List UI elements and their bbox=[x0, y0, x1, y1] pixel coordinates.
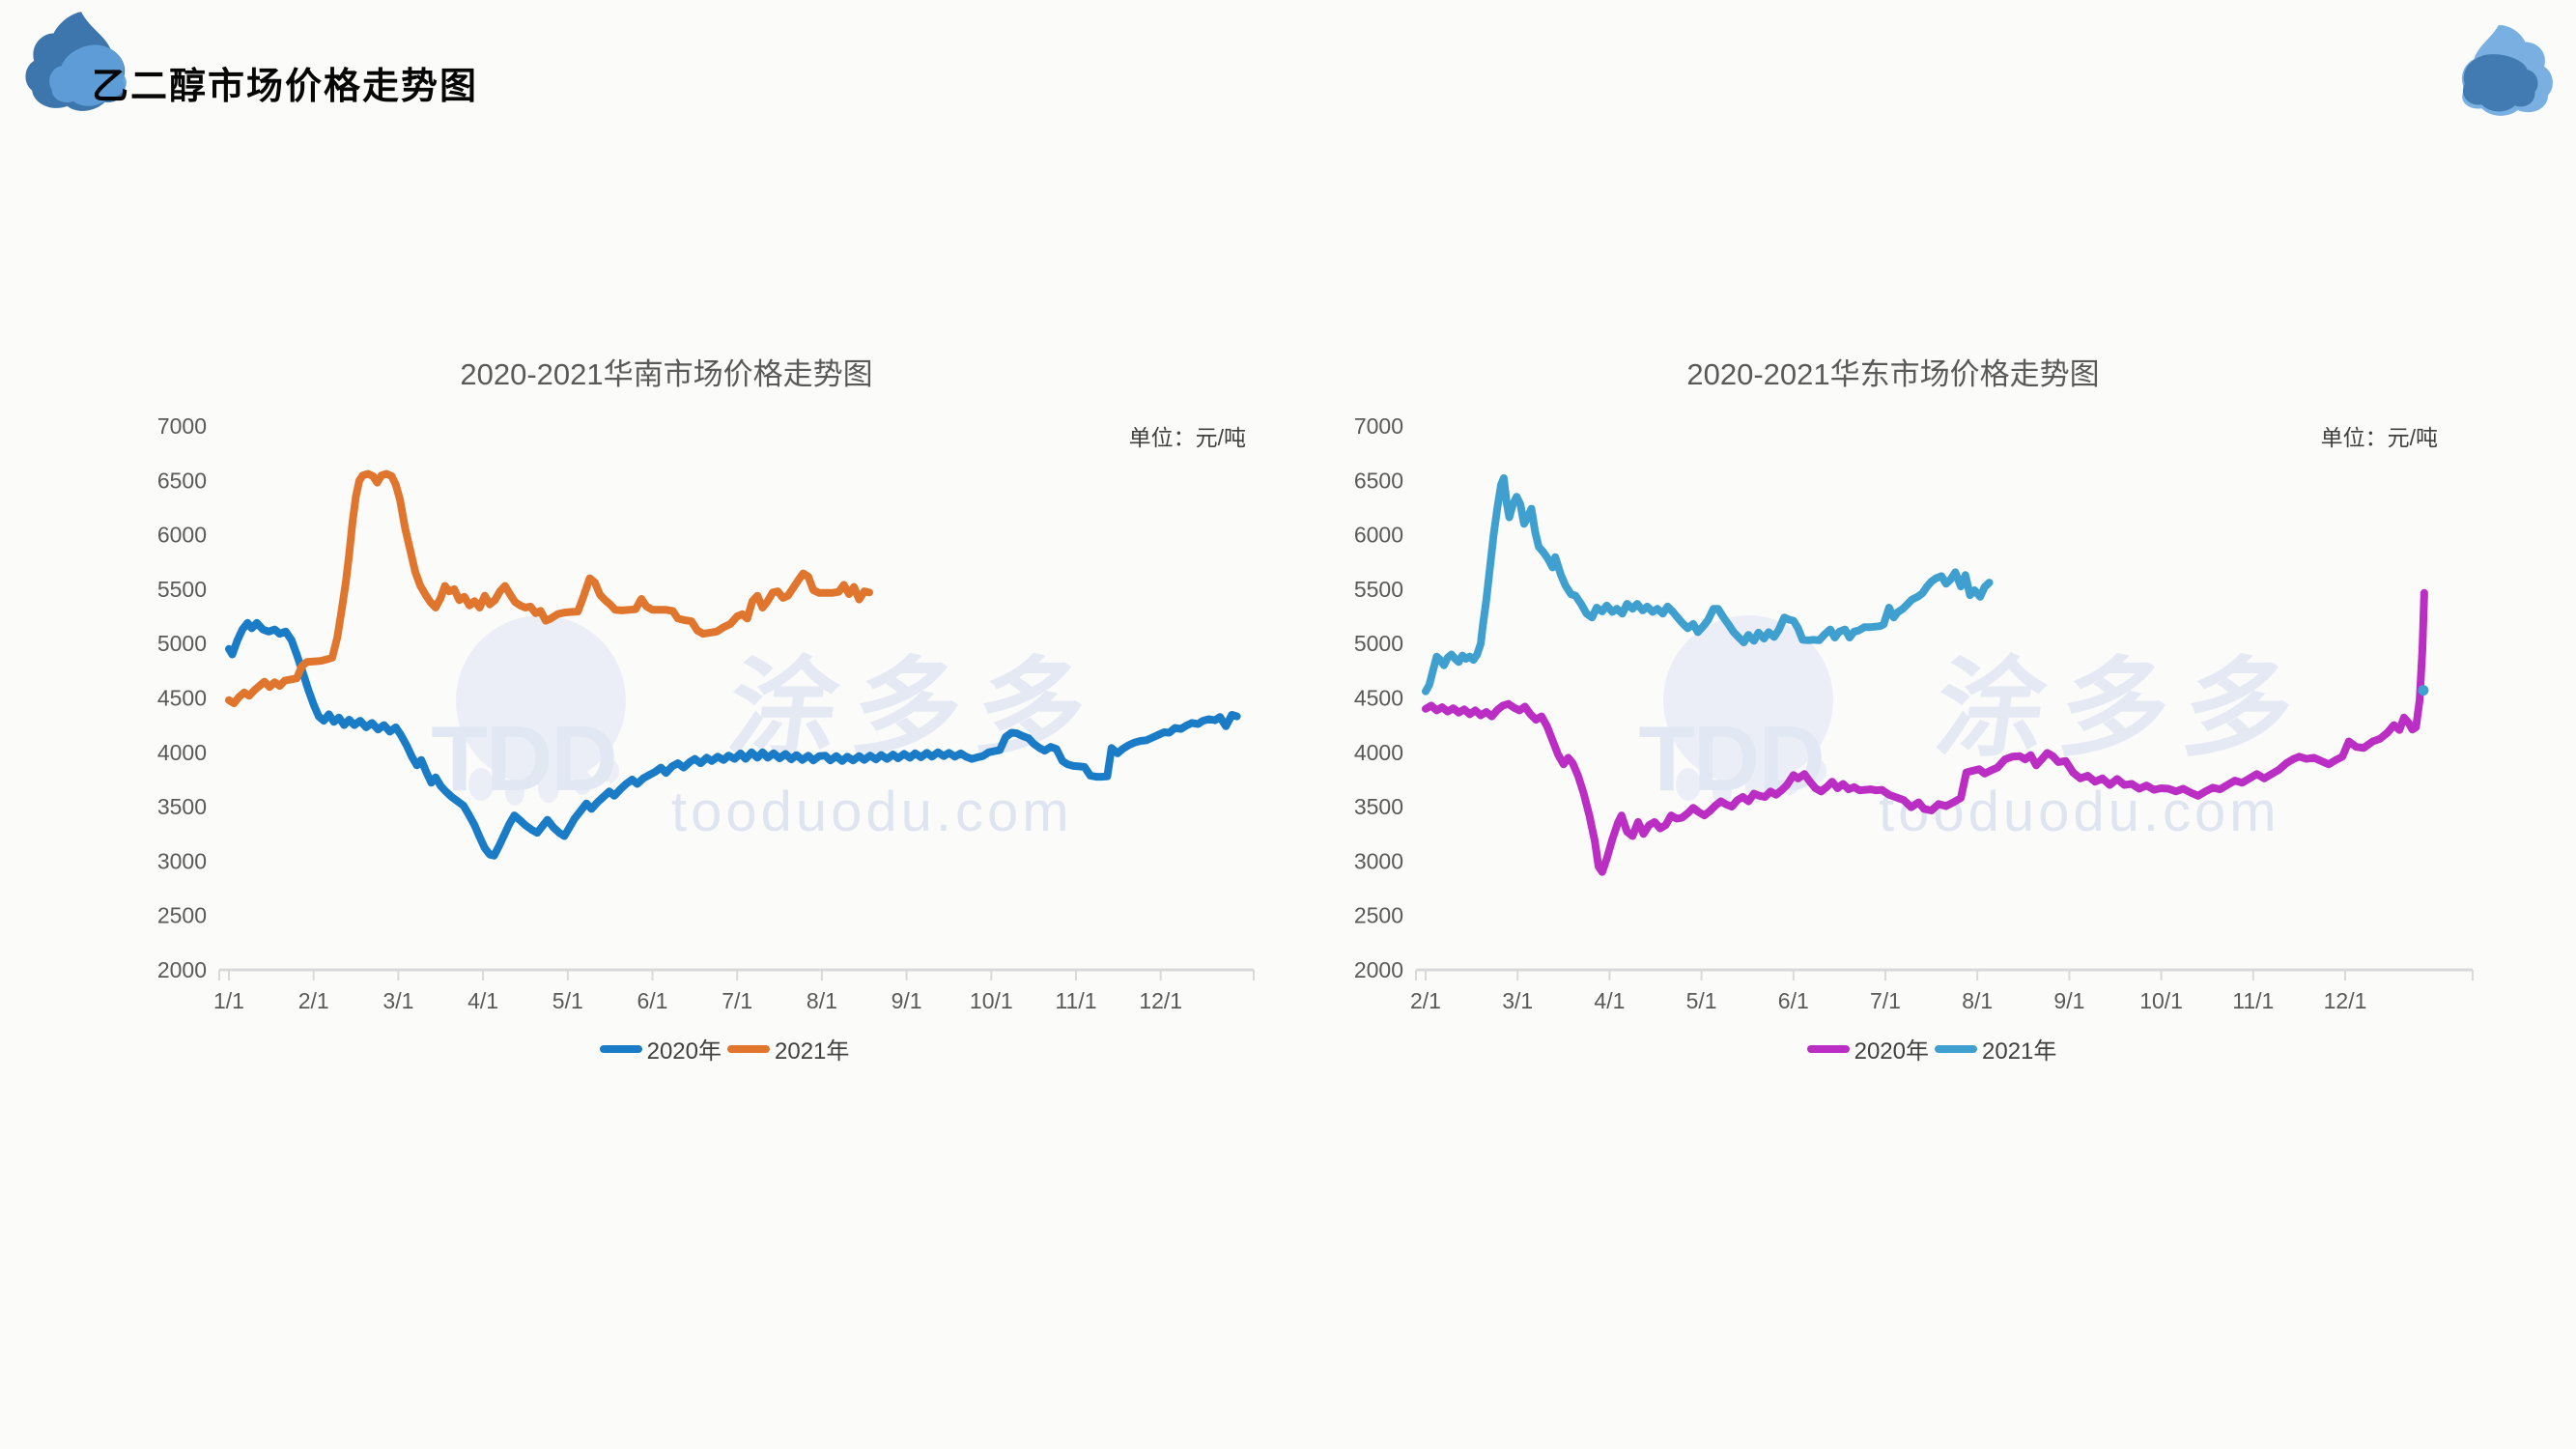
x-axis-tick-label: 11/1 bbox=[2232, 988, 2274, 1013]
y-axis-tick-label: 4500 bbox=[157, 686, 207, 711]
x-axis-tick-label: 1/1 bbox=[213, 988, 244, 1013]
x-axis-tick-label: 7/1 bbox=[1870, 988, 1901, 1013]
y-axis-tick-label: 4000 bbox=[157, 740, 207, 765]
y-axis-tick-label: 6000 bbox=[1354, 523, 1403, 548]
y-axis-tick-label: 5000 bbox=[1354, 631, 1403, 656]
y-axis-tick-label: 6500 bbox=[1354, 468, 1403, 493]
x-axis-tick-label: 5/1 bbox=[1686, 988, 1717, 1013]
legend-item-2020年: 2020年 bbox=[599, 1032, 722, 1065]
x-axis-tick-label: 2/1 bbox=[1410, 988, 1441, 1013]
watermark-domain-text: tooduodu.com bbox=[671, 781, 1073, 843]
y-axis-tick-label: 6000 bbox=[157, 523, 207, 548]
y-axis-tick-label: 3500 bbox=[1354, 794, 1403, 819]
series-line-2020年 bbox=[1422, 588, 2428, 876]
legend-item-2021年: 2021年 bbox=[1935, 1032, 2056, 1065]
series-line-2020年 bbox=[225, 618, 1241, 860]
y-axis-tick-label: 3000 bbox=[1354, 848, 1403, 873]
y-axis-tick-label: 7000 bbox=[157, 413, 207, 439]
east-china-chart: 2020-2021华东市场价格走势图 单位：元/吨 TDD 涂多多 tooduodu… bbox=[1333, 338, 2531, 1111]
watermark-logo-text: TDD bbox=[1638, 707, 1823, 810]
y-axis-tick-label: 3000 bbox=[157, 848, 207, 873]
x-axis-tick-label: 5/1 bbox=[552, 988, 583, 1013]
legend-item-2020年: 2020年 bbox=[1806, 1032, 1929, 1065]
x-axis-tick-label: 12/1 bbox=[1139, 988, 1182, 1013]
chart-title: 2020-2021华东市场价格走势图 bbox=[1686, 357, 2100, 391]
east-china-plot: TDD 涂多多tooduodu.com7000650060005500500045… bbox=[1354, 413, 2474, 1013]
x-axis-tick-label: 4/1 bbox=[467, 988, 498, 1013]
cloud-blob-icon-dark bbox=[2462, 54, 2538, 112]
page-title: 乙二醇市场价格走势图 bbox=[92, 67, 479, 107]
watermark-drip-icon bbox=[468, 768, 494, 801]
watermark-drip-icon bbox=[1676, 768, 1701, 801]
y-axis-tick-label: 4500 bbox=[1354, 686, 1403, 711]
watermark-drip-icon bbox=[573, 770, 592, 795]
legend-label: 2020年 bbox=[646, 1038, 722, 1065]
watermark-drip-icon bbox=[1713, 779, 1732, 806]
y-axis-tick-label: 3500 bbox=[157, 794, 207, 819]
stray-point-marker bbox=[2418, 685, 2429, 696]
watermark-brand-group: 涂多多 bbox=[1929, 648, 2317, 769]
y-axis-tick-label: 5000 bbox=[157, 631, 207, 656]
x-axis-tick-label: 9/1 bbox=[892, 988, 922, 1013]
y-axis-tick-label: 5500 bbox=[1354, 577, 1403, 602]
chart-legend: 2020年 2021年 bbox=[126, 1032, 1323, 1065]
legend-label: 2021年 bbox=[775, 1038, 850, 1065]
cloud-blob-icon-light bbox=[49, 44, 127, 106]
watermark-drip-icon bbox=[602, 759, 619, 782]
y-axis-tick-label: 4000 bbox=[1354, 740, 1403, 765]
x-axis-tick-label: 9/1 bbox=[2053, 988, 2084, 1013]
brand-cloud-logo-left bbox=[25, 12, 127, 111]
unit-label: 单位：元/吨 bbox=[2320, 425, 2438, 450]
watermark-drip-icon bbox=[505, 779, 524, 806]
series-line-2021年 bbox=[1422, 474, 1994, 696]
x-axis-tick-label: 8/1 bbox=[1962, 988, 1993, 1013]
y-axis-tick-label: 2500 bbox=[1354, 903, 1403, 928]
x-axis-tick-label: 12/1 bbox=[2324, 988, 2367, 1013]
y-axis-tick-label: 7000 bbox=[1354, 413, 1403, 439]
watermark-cloud-icon bbox=[1663, 615, 1833, 785]
legend-item-2021年: 2021年 bbox=[727, 1032, 849, 1065]
watermark-logo-text: TDD bbox=[431, 707, 615, 810]
x-axis-tick-label: 6/1 bbox=[637, 988, 668, 1013]
legend-label: 2020年 bbox=[1854, 1038, 1929, 1065]
legend-swatch-icon bbox=[599, 1044, 642, 1053]
x-axis-tick-label: 2/1 bbox=[298, 988, 329, 1013]
y-axis-tick-label: 6500 bbox=[157, 468, 207, 493]
watermark-cloud-icon bbox=[456, 615, 626, 785]
x-axis-tick-label: 3/1 bbox=[1502, 988, 1533, 1013]
x-axis-tick-label: 4/1 bbox=[1594, 988, 1625, 1013]
series-line-2021年 bbox=[225, 469, 873, 708]
unit-label: 单位：元/吨 bbox=[1128, 425, 1246, 450]
y-axis-tick-label: 2000 bbox=[1354, 957, 1403, 982]
legend-label: 2021年 bbox=[1982, 1038, 2057, 1065]
watermark-drip-icon bbox=[1809, 759, 1826, 782]
y-axis-tick-label: 5500 bbox=[157, 577, 207, 602]
x-axis-tick-label: 3/1 bbox=[382, 988, 413, 1013]
y-axis-tick-label: 2000 bbox=[157, 957, 207, 982]
x-axis-tick-label: 10/1 bbox=[2139, 988, 2183, 1013]
chart-legend: 2020年 2021年 bbox=[1333, 1032, 2531, 1065]
legend-swatch-icon bbox=[1806, 1044, 1850, 1053]
watermark-brand-text: 涂多多 bbox=[1929, 648, 2317, 769]
x-axis-tick-label: 6/1 bbox=[1778, 988, 1809, 1013]
watermark-drip-icon bbox=[538, 774, 559, 803]
x-axis-tick-label: 7/1 bbox=[722, 988, 752, 1013]
x-axis-tick-label: 11/1 bbox=[1055, 988, 1096, 1013]
brand-cloud-logo-right bbox=[2461, 24, 2553, 116]
y-axis-tick-label: 2500 bbox=[157, 903, 207, 928]
x-axis-tick-label: 8/1 bbox=[807, 988, 837, 1013]
x-axis-tick-label: 10/1 bbox=[970, 988, 1013, 1013]
legend-swatch-icon bbox=[1935, 1044, 1977, 1053]
legend-swatch-icon bbox=[727, 1044, 770, 1053]
south-china-chart: 2020-2021华南市场价格走势图 单位：元/吨 TDD 涂多多 tooduodu… bbox=[126, 338, 1323, 1111]
chart-title: 2020-2021华南市场价格走势图 bbox=[460, 357, 873, 391]
